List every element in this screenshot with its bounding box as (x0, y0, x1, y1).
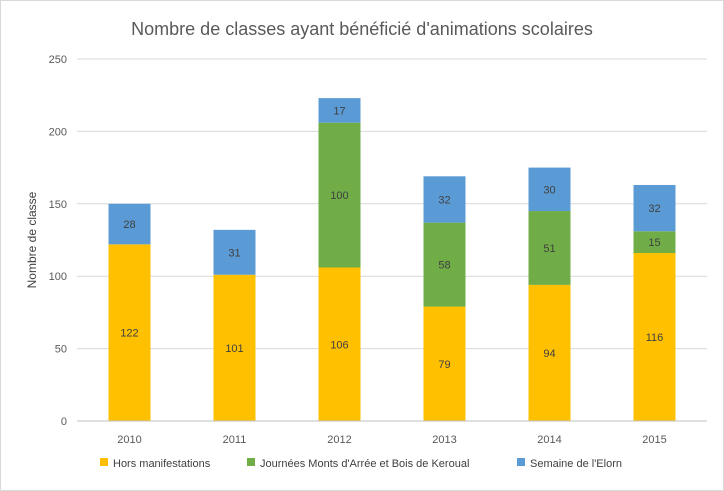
bar-segment (633, 184, 676, 232)
chart-title: Nombre de classes ayant bénéficié d'anim… (131, 19, 593, 39)
legend: Hors manifestations Journées Monts d'Arré… (100, 458, 622, 470)
data-label: 116 (646, 332, 664, 344)
y-tick-label: 250 (49, 54, 67, 66)
y-tick-label: 0 (61, 416, 67, 428)
data-label: 31 (228, 247, 240, 259)
bar-segment (633, 231, 676, 254)
bar-segment (528, 211, 571, 285)
bar-segment (423, 176, 466, 223)
bar-segment (528, 167, 571, 212)
bar-segment (108, 203, 151, 245)
data-label: 100 (330, 190, 348, 202)
legend-swatch (100, 458, 108, 466)
bar-segment (108, 244, 151, 421)
y-axis-label: Nombre de classe (25, 191, 39, 288)
bar-segment (318, 122, 361, 268)
data-label: 32 (648, 203, 660, 215)
bar-segment (318, 267, 361, 421)
data-label: 32 (438, 194, 450, 206)
gridlines (77, 58, 707, 422)
data-label: 30 (543, 184, 555, 196)
y-tick-label: 50 (55, 344, 67, 356)
x-tick-label: 2010 (117, 434, 141, 446)
bar-segment (423, 306, 466, 421)
data-label: 17 (333, 105, 345, 117)
bar-segment (213, 229, 256, 275)
bar-segment (633, 253, 676, 421)
data-label: 15 (648, 237, 660, 249)
x-axis-ticks: 2010 2011 2012 2013 2014 2015 (117, 434, 666, 446)
data-label: 106 (330, 339, 348, 351)
bar-segment (423, 222, 466, 307)
legend-entry: Hors manifestations (113, 458, 211, 470)
bar-segment (528, 284, 571, 421)
x-tick-label: 2015 (642, 434, 666, 446)
data-label: 79 (438, 359, 450, 371)
data-label: 94 (543, 348, 555, 360)
y-axis-ticks: 0 50 100 150 200 250 (49, 54, 67, 428)
y-tick-label: 100 (49, 271, 67, 283)
data-label: 122 (120, 328, 138, 340)
x-tick-label: 2012 (327, 434, 351, 446)
legend-entry: Semaine de l'Elorn (530, 458, 622, 470)
x-tick-label: 2014 (537, 434, 561, 446)
data-label: 28 (123, 219, 135, 231)
y-tick-label: 150 (49, 199, 67, 211)
legend-entry: Journées Monts d'Arrée et Bois de Keroua… (260, 458, 469, 470)
data-label: 101 (225, 343, 243, 355)
x-tick-label: 2013 (432, 434, 456, 446)
bars: 122 28 101 31 106 100 17 79 58 32 94 51 30 116 15 32 (77, 98, 707, 422)
bar-segment (213, 274, 256, 421)
x-tick-label: 2011 (223, 434, 247, 446)
legend-swatch (517, 458, 525, 466)
y-tick-label: 200 (49, 126, 67, 138)
legend-swatch (247, 458, 255, 466)
data-label: 58 (438, 260, 450, 272)
bar-segment (318, 98, 361, 123)
data-label: 51 (543, 243, 555, 255)
